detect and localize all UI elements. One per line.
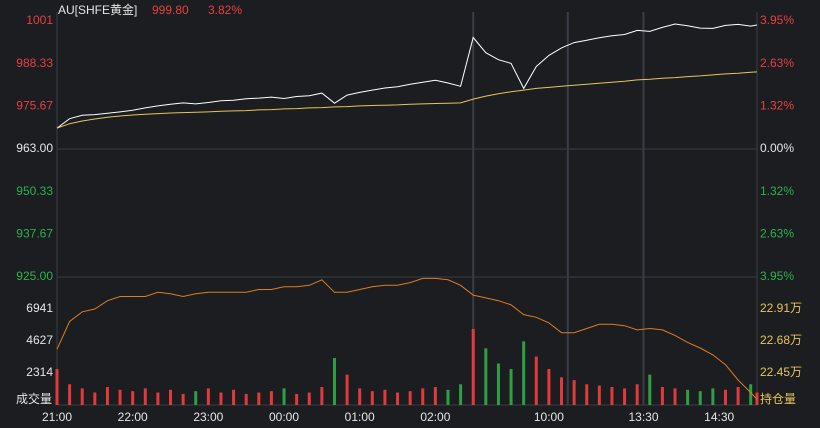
volume-bar <box>396 392 400 405</box>
volume-bar <box>597 385 601 405</box>
volume-bar <box>408 391 412 405</box>
y2-tick-label: 2.63% <box>760 56 794 70</box>
volume-bar <box>295 393 299 405</box>
volume-bar <box>93 392 97 405</box>
volume-bar <box>370 391 374 405</box>
volume-bar <box>143 388 147 405</box>
volume-bar <box>660 387 664 405</box>
volume-bar <box>560 377 564 405</box>
volume-bar <box>471 328 475 405</box>
x-tick-label: 00:00 <box>269 410 299 424</box>
volume-bar <box>421 388 425 405</box>
volume-bar <box>219 392 223 405</box>
volume-bar <box>635 384 639 405</box>
volume-bar <box>169 389 173 405</box>
volume-bar <box>181 393 185 405</box>
volume-label: 成交量 <box>16 391 52 406</box>
volume-bar <box>484 348 488 405</box>
volume-bar <box>55 369 59 405</box>
y2-tick-label: 1.32% <box>760 98 794 112</box>
volume-bar <box>131 391 135 405</box>
volume-bar <box>68 384 72 405</box>
oi-tick-label: 22.91万 <box>760 301 802 315</box>
y2-tick-label: 2.63% <box>760 226 794 240</box>
volume-bar <box>749 384 753 405</box>
x-tick-label: 14:30 <box>704 410 734 424</box>
volume-bar <box>686 389 690 405</box>
volume-bar <box>257 392 261 405</box>
oi-line <box>56 277 758 400</box>
volume-bar <box>358 388 362 405</box>
volume-bar <box>269 391 273 405</box>
volume-bar <box>194 391 198 405</box>
volume-bar <box>585 384 589 405</box>
volume-bar <box>80 388 84 405</box>
volume-bar <box>711 388 715 405</box>
last-price: 999.80 <box>152 3 189 17</box>
y-tick-label: 925.00 <box>16 269 53 283</box>
volume-bar <box>723 389 727 405</box>
oi-tick-label: 22.68万 <box>760 333 802 347</box>
y2-tick-label: 1.32% <box>760 184 794 198</box>
volume-bar <box>433 387 437 405</box>
y-tick-label: 963.00 <box>16 141 53 155</box>
x-tick-label: 22:00 <box>118 410 148 424</box>
volume-bar <box>496 363 500 405</box>
volume-bar <box>623 388 627 405</box>
volume-bar <box>307 392 311 405</box>
x-tick-label: 02:00 <box>420 410 450 424</box>
volume-bar <box>572 380 576 405</box>
volume-bar <box>459 384 463 405</box>
volume-bar <box>105 387 109 405</box>
volume-bar <box>534 356 538 405</box>
price-line <box>56 23 758 129</box>
volume-bar <box>522 341 526 405</box>
volume-bar <box>736 387 740 405</box>
volume-bar <box>232 389 236 405</box>
y2-tick-label: 0.00% <box>760 141 794 155</box>
volume-bar <box>118 389 122 405</box>
volume-bar <box>345 374 349 405</box>
volume-bar <box>547 369 551 405</box>
volume-bar <box>320 387 324 405</box>
oi-label: 持仓量 <box>760 391 796 406</box>
volume-bar <box>244 393 248 405</box>
volume-bar <box>673 388 677 405</box>
volume-tick-label: 4627 <box>26 333 53 347</box>
y2-tick-label: 3.95% <box>760 13 794 27</box>
y-tick-label: 937.67 <box>16 226 53 240</box>
volume-tick-label: 6941 <box>26 301 53 315</box>
volume-bar <box>282 388 286 405</box>
oi-tick-label: 22.45万 <box>760 365 802 379</box>
y-tick-label: 1001 <box>26 13 53 27</box>
y-tick-label: 975.67 <box>16 98 53 112</box>
volume-bar <box>698 391 702 405</box>
volume-bar <box>509 369 513 405</box>
y-tick-label: 988.33 <box>16 56 53 70</box>
x-tick-label: 21:00 <box>42 410 72 424</box>
volume-bar <box>648 374 652 405</box>
x-tick-label: 13:30 <box>628 410 658 424</box>
volume-bar <box>610 387 614 405</box>
volume-bar <box>332 357 336 405</box>
average-line <box>56 71 758 129</box>
volume-bar <box>383 389 387 405</box>
volume-bar <box>446 389 450 405</box>
x-tick-label: 01:00 <box>345 410 375 424</box>
y-tick-label: 950.33 <box>16 184 53 198</box>
x-tick-label: 23:00 <box>193 410 223 424</box>
volume-bar <box>156 392 160 405</box>
y2-tick-label: 3.95% <box>760 269 794 283</box>
change: 3.82% <box>208 3 242 17</box>
x-tick-label: 10:00 <box>534 410 564 424</box>
symbol: AU[SHFE黄金] <box>58 2 137 17</box>
volume-tick-label: 2314 <box>26 365 53 379</box>
volume-bar <box>206 388 210 405</box>
